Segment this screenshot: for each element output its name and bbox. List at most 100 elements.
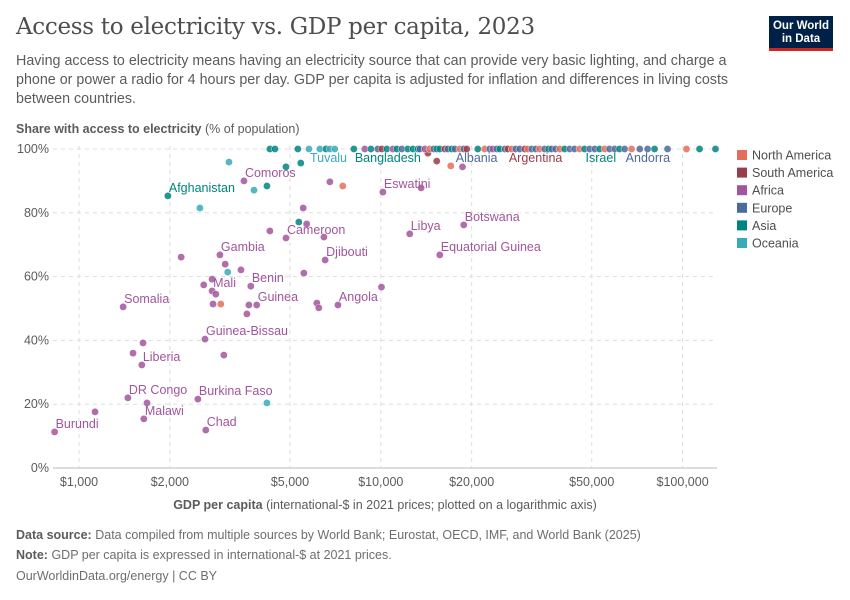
data-point[interactable] xyxy=(216,251,224,259)
data-point[interactable] xyxy=(124,394,132,402)
data-point[interactable] xyxy=(294,145,302,153)
owid-logo[interactable]: Our World in Data xyxy=(769,16,833,51)
point-label: Israel xyxy=(586,151,617,165)
data-point[interactable] xyxy=(331,145,339,153)
data-point[interactable] xyxy=(338,182,347,190)
data-point[interactable] xyxy=(221,260,229,268)
legend-item-label[interactable]: Oceania xyxy=(752,237,799,251)
legend-swatch[interactable] xyxy=(737,150,747,160)
data-point[interactable] xyxy=(300,269,308,277)
point-label: Burundi xyxy=(56,417,99,431)
data-point[interactable] xyxy=(263,182,271,190)
data-point[interactable] xyxy=(314,304,323,312)
x-tick-label: $20,000 xyxy=(449,475,494,489)
data-point[interactable] xyxy=(220,351,228,359)
data-point[interactable] xyxy=(177,253,185,261)
y-tick-label: 40% xyxy=(24,333,49,347)
data-point[interactable] xyxy=(252,301,261,309)
data-point[interactable] xyxy=(350,145,358,153)
data-point[interactable] xyxy=(196,204,204,212)
data-point[interactable] xyxy=(405,230,414,238)
point-label: Angola xyxy=(339,290,378,304)
data-point[interactable] xyxy=(247,282,255,290)
data-point[interactable] xyxy=(627,145,636,153)
data-point[interactable] xyxy=(695,145,704,153)
legend-swatch[interactable] xyxy=(737,202,747,213)
legend-swatch[interactable] xyxy=(737,220,747,231)
data-point[interactable] xyxy=(326,178,334,186)
legend-swatch[interactable] xyxy=(737,185,747,196)
data-point[interactable] xyxy=(243,310,251,318)
point-label: Somalia xyxy=(124,292,169,306)
data-point[interactable] xyxy=(217,300,225,308)
data-point[interactable] xyxy=(271,145,279,153)
data-point[interactable] xyxy=(139,339,147,347)
data-point[interactable] xyxy=(446,162,455,170)
credit-link[interactable]: OurWorldinData.org/energy | CC BY xyxy=(16,569,218,583)
data-point[interactable] xyxy=(129,349,137,357)
data-point[interactable] xyxy=(711,145,720,153)
data-point[interactable] xyxy=(296,159,305,167)
data-point[interactable] xyxy=(305,145,313,153)
legend-swatch[interactable] xyxy=(737,238,747,248)
data-point[interactable] xyxy=(650,145,659,153)
data-point[interactable] xyxy=(250,186,258,194)
point-label: Botswana xyxy=(465,210,520,224)
legend-item-label[interactable]: Europe xyxy=(752,201,792,215)
data-point[interactable] xyxy=(201,335,209,343)
point-label: Malawi xyxy=(145,404,184,418)
data-point[interactable] xyxy=(201,426,210,434)
data-point[interactable] xyxy=(263,399,271,407)
x-tick-label: $50,000 xyxy=(569,475,614,489)
data-point[interactable] xyxy=(682,145,691,153)
data-point[interactable] xyxy=(50,428,59,436)
data-point[interactable] xyxy=(295,218,303,226)
legend-item-label[interactable]: North America xyxy=(752,149,831,163)
data-point[interactable] xyxy=(379,188,387,196)
data-point[interactable] xyxy=(435,251,444,259)
data-point[interactable] xyxy=(223,268,232,276)
data-point[interactable] xyxy=(245,301,253,309)
legend-item-label[interactable]: Africa xyxy=(752,184,784,198)
data-point[interactable] xyxy=(143,399,151,407)
data-point[interactable] xyxy=(91,408,99,416)
data-point[interactable] xyxy=(459,221,468,229)
data-point[interactable] xyxy=(140,415,148,423)
point-label: Andorra xyxy=(626,151,671,165)
data-point[interactable] xyxy=(334,301,342,309)
data-point[interactable] xyxy=(194,395,202,403)
data-point[interactable] xyxy=(432,157,441,165)
data-point[interactable] xyxy=(462,145,471,153)
data-point[interactable] xyxy=(237,266,245,274)
data-point[interactable] xyxy=(302,220,311,228)
data-point[interactable] xyxy=(266,227,274,235)
point-label: Gambia xyxy=(221,240,265,254)
data-point[interactable] xyxy=(208,275,216,283)
data-point[interactable] xyxy=(458,163,467,171)
legend-item-label[interactable]: South America xyxy=(752,166,833,180)
legend-item-label[interactable]: Asia xyxy=(752,219,776,233)
point-label: Eswatini xyxy=(384,177,431,191)
data-point[interactable] xyxy=(209,300,217,308)
data-point[interactable] xyxy=(282,163,290,171)
data-point[interactable] xyxy=(635,145,644,153)
data-point[interactable] xyxy=(138,361,146,369)
data-point[interactable] xyxy=(225,158,233,166)
data-point[interactable] xyxy=(240,177,248,185)
legend-swatch[interactable] xyxy=(737,167,747,178)
data-point[interactable] xyxy=(119,303,127,311)
data-point[interactable] xyxy=(299,204,307,212)
data-point[interactable] xyxy=(164,192,172,200)
data-point[interactable] xyxy=(199,281,208,289)
data-point[interactable] xyxy=(417,184,425,192)
x-tick-label: $1,000 xyxy=(60,475,98,489)
data-point[interactable] xyxy=(377,283,386,291)
data-point[interactable] xyxy=(321,256,329,264)
data-point[interactable] xyxy=(320,233,328,241)
data-point[interactable] xyxy=(663,145,672,153)
data-point[interactable] xyxy=(282,234,290,242)
data-point[interactable] xyxy=(212,290,220,298)
y-tick-label: 100% xyxy=(17,142,49,156)
